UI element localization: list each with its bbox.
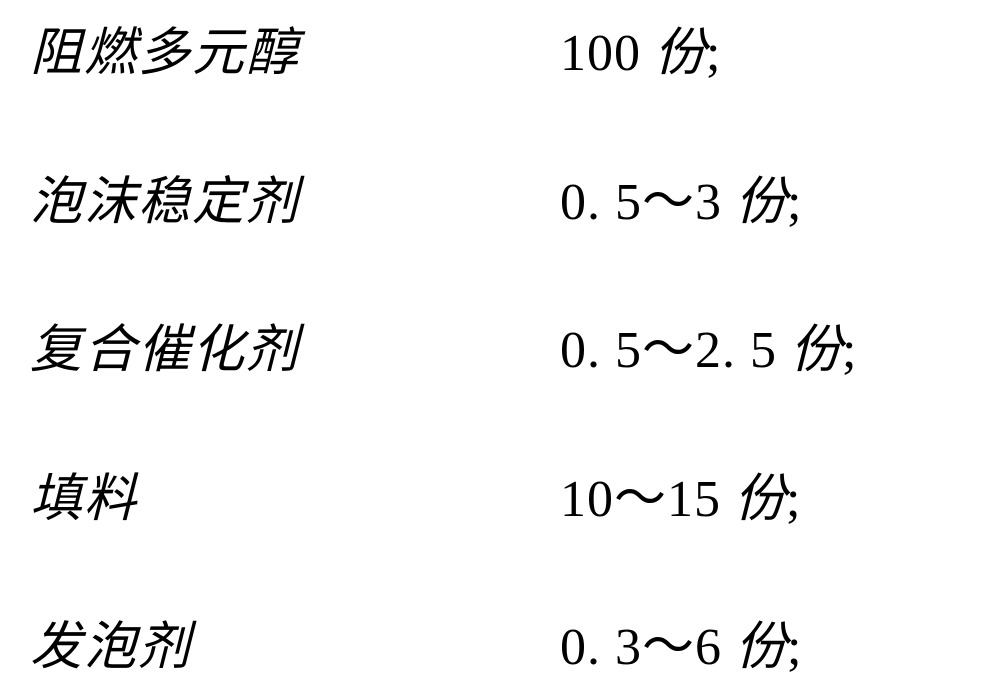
amount-punct: ;	[706, 25, 721, 82]
table-row: 阻燃多元醇 100 份;	[30, 10, 970, 85]
amount-number: 0. 5～2. 5	[560, 322, 777, 379]
amount-unit: 份	[790, 322, 842, 379]
ingredient-label: 阻燃多元醇	[30, 10, 300, 85]
ingredient-label: 发泡剂	[30, 604, 192, 679]
table-row: 发泡剂 0. 3～6 份;	[30, 604, 970, 679]
amount-unit: 份	[654, 25, 706, 82]
ingredient-label: 复合催化剂	[30, 307, 300, 382]
amount-punct: ;	[786, 471, 801, 528]
amount-number: 10～15	[560, 471, 721, 528]
amount-punct: ;	[787, 619, 802, 676]
amount-punct: ;	[787, 174, 802, 231]
amount-unit: 份	[735, 174, 787, 231]
ingredient-label: 泡沫稳定剂	[30, 159, 300, 234]
table-row: 泡沫稳定剂 0. 5～3 份;	[30, 159, 970, 234]
ingredient-label: 填料	[30, 456, 138, 531]
ingredient-amount: 10～15 份;	[540, 456, 970, 531]
amount-number: 0. 5～3	[560, 174, 722, 231]
table-row: 复合催化剂 0. 5～2. 5 份;	[30, 307, 970, 382]
amount-unit: 份	[734, 471, 786, 528]
amount-punct: ;	[842, 322, 857, 379]
composition-table: 阻燃多元醇 100 份; 泡沫稳定剂 0. 5～3 份; 复合催化剂 0. 5～…	[0, 0, 1000, 689]
amount-number: 100	[560, 25, 641, 82]
table-row: 填料 10～15 份;	[30, 456, 970, 531]
ingredient-amount: 0. 3～6 份;	[540, 604, 970, 679]
ingredient-amount: 0. 5～3 份;	[540, 159, 970, 234]
ingredient-amount: 0. 5～2. 5 份;	[540, 307, 970, 382]
amount-number: 0. 3～6	[560, 619, 722, 676]
amount-unit: 份	[735, 619, 787, 676]
ingredient-amount: 100 份;	[540, 10, 970, 85]
